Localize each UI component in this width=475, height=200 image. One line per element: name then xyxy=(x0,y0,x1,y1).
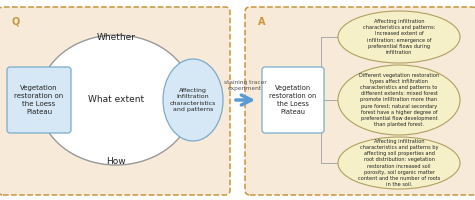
Text: Q: Q xyxy=(12,17,20,27)
Text: Affecting infiltration
characteristics and patterns by
affecting soil properties: Affecting infiltration characteristics a… xyxy=(358,139,440,187)
Ellipse shape xyxy=(338,11,460,63)
FancyArrowPatch shape xyxy=(236,95,251,105)
Text: Vegetation
restoration on
the Loess
Plateau: Vegetation restoration on the Loess Plat… xyxy=(269,85,317,115)
Text: Affecting infiltration
characteristics and patterns:
Increased extent of
infiltr: Affecting infiltration characteristics a… xyxy=(363,19,435,55)
FancyBboxPatch shape xyxy=(0,7,230,195)
Ellipse shape xyxy=(338,137,460,189)
Text: What extent: What extent xyxy=(88,96,144,104)
Text: Whether: Whether xyxy=(96,33,135,43)
Text: A: A xyxy=(258,17,266,27)
Text: staining tracer
experiment: staining tracer experiment xyxy=(224,80,266,91)
Text: How: How xyxy=(106,158,126,166)
Ellipse shape xyxy=(163,59,223,141)
FancyBboxPatch shape xyxy=(245,7,475,195)
Ellipse shape xyxy=(38,35,193,165)
Text: Affecting
Infiltration
characteristics
and patterns: Affecting Infiltration characteristics a… xyxy=(170,88,216,112)
FancyBboxPatch shape xyxy=(262,67,324,133)
Text: Different vegetation restoration
types affect infiltration
characteristics and p: Different vegetation restoration types a… xyxy=(359,73,439,127)
Ellipse shape xyxy=(338,65,460,135)
Text: Vegetation
restoration on
the Loess
Plateau: Vegetation restoration on the Loess Plat… xyxy=(14,85,64,115)
FancyBboxPatch shape xyxy=(7,67,71,133)
